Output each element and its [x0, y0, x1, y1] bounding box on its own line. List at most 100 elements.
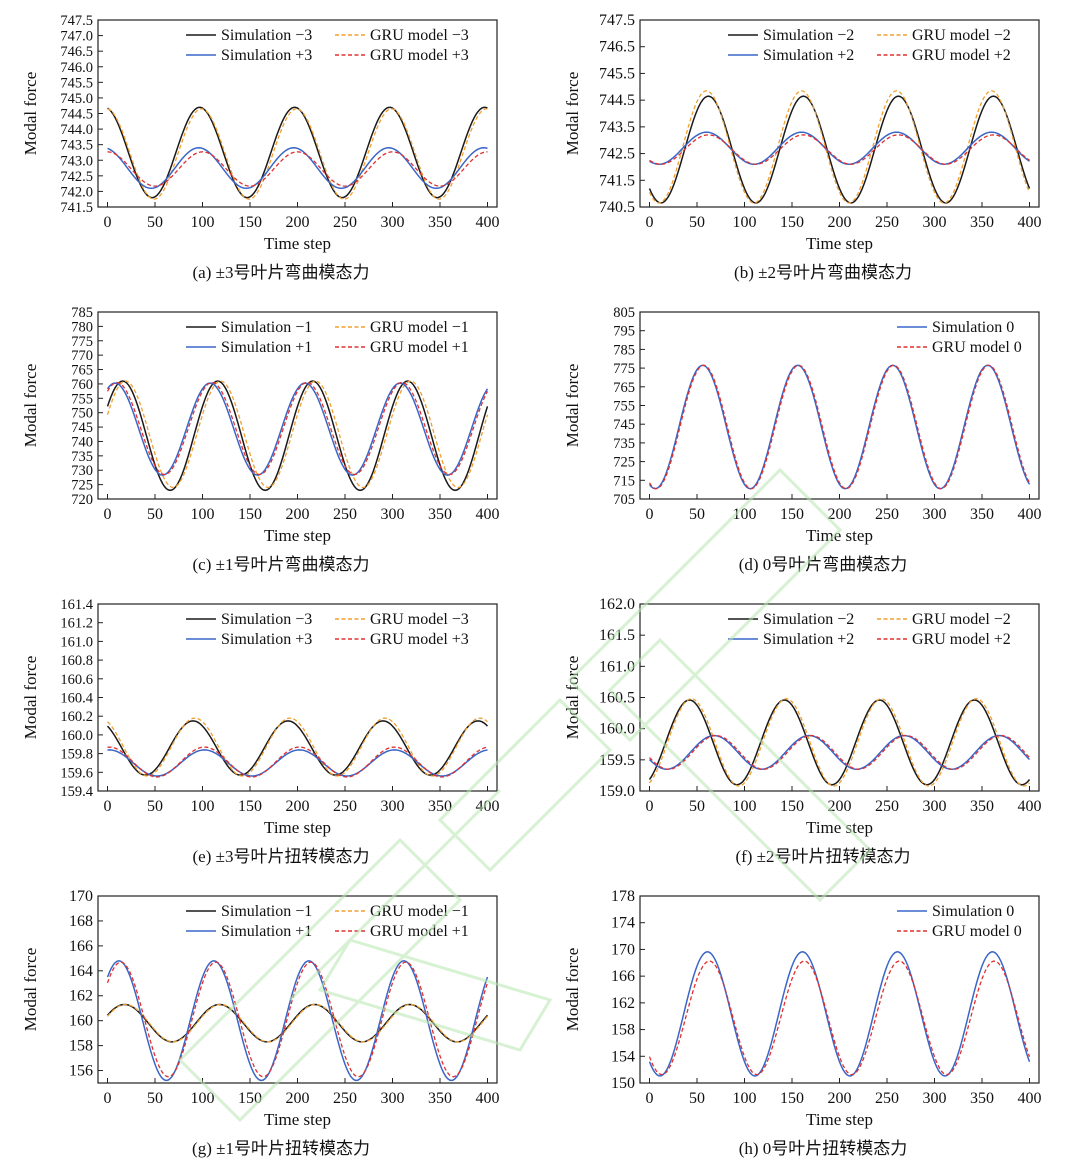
x-tick-label: 250	[875, 214, 899, 231]
legend-entry: GRU model 0	[932, 339, 1022, 356]
y-tick-label: 805	[613, 305, 635, 321]
x-axis-label: Time step	[264, 234, 331, 253]
x-tick-label: 250	[333, 214, 357, 231]
chart-panel-h: 0 50 100 150 200 250 300 350 400 150 154 158 162 166 1…	[542, 876, 1080, 1166]
legend-entry: GRU model +2	[912, 47, 1011, 64]
y-tick-label: 795	[613, 324, 635, 340]
y-tick-label: 746.0	[60, 60, 93, 76]
legend-entry: Simulation +3	[221, 631, 312, 648]
chart-panel-c: 0 50 100 150 200 250 300 350 400 720 725 730 735 740 7…	[0, 292, 538, 582]
chart-panel-a: 0 50 100 150 200 250 300 350 400 741.5 742.0 742.5 7…	[0, 0, 538, 290]
legend-entry: GRU model +3	[370, 631, 469, 648]
chart-panel-g: 0 50 100 150 200 250 300 350 400 156 158 160 162 164 1…	[0, 876, 538, 1166]
y-tick-label: 160	[69, 1013, 93, 1030]
y-tick-label: 170	[611, 941, 635, 958]
x-tick-label: 50	[147, 506, 163, 523]
y-tick-label: 160.6	[60, 672, 93, 688]
y-tick-label: 743.5	[60, 138, 93, 154]
y-axis-label: Modal force	[563, 948, 582, 1032]
series-line-0	[106, 380, 489, 492]
chart-panel-b: 0 50 100 150 200 250 300 350 400 740.5 741.5 742.5 7…	[542, 0, 1080, 290]
x-tick-label: 400	[476, 214, 500, 231]
series-line-2	[107, 147, 488, 190]
x-tick-label: 0	[104, 1090, 112, 1107]
legend-entry: Simulation +2	[763, 47, 854, 64]
y-tick-label: 765	[613, 380, 635, 396]
x-tick-label: 250	[875, 798, 899, 815]
chart-svg: 0 50 100 150 200 250 300 350 400 740.5 741.5 742.5 7…	[563, 12, 1042, 253]
y-tick-label: 161.5	[599, 627, 635, 644]
panel-caption: (c) ±1号叶片弯曲模态力	[192, 555, 370, 574]
y-tick-label: 715	[613, 473, 635, 489]
x-tick-label: 100	[191, 214, 215, 231]
x-tick-label: 300	[923, 506, 947, 523]
series-line-0	[648, 364, 1031, 490]
x-tick-label: 150	[780, 1090, 804, 1107]
y-tick-label: 720	[71, 492, 93, 508]
panel-caption: (a) ±3号叶片弯曲模态力	[192, 263, 370, 282]
y-tick-label: 158	[611, 1022, 635, 1039]
y-tick-label: 743.0	[60, 153, 93, 169]
y-tick-label: 159.0	[599, 783, 635, 800]
legend-entry: Simulation +1	[221, 339, 312, 356]
y-tick-label: 150	[611, 1075, 635, 1092]
legend-entry: GRU model −3	[370, 611, 469, 628]
x-tick-label: 200	[286, 798, 310, 815]
chart-svg: 0 50 100 150 200 250 300 350 400741.5742.0742.57…	[21, 13, 500, 253]
x-tick-label: 100	[191, 1090, 215, 1107]
series-line-1	[648, 90, 1031, 204]
x-tick-label: 300	[381, 506, 405, 523]
chart-svg: 0 50 100 150 200 250 300 350 400 156 158 160 162 164 1…	[21, 888, 500, 1129]
y-tick-label: 745.0	[60, 91, 93, 107]
series-line-2	[107, 749, 488, 777]
x-tick-label: 250	[333, 798, 357, 815]
legend-entry: GRU model +1	[370, 923, 469, 940]
y-tick-label: 747.5	[599, 12, 635, 29]
y-tick-label: 735	[613, 436, 635, 452]
y-axis-label: Modal force	[21, 948, 40, 1032]
y-tick-label: 178	[611, 888, 635, 905]
y-tick-label: 780	[71, 319, 93, 335]
y-axis-label: Modal force	[21, 364, 40, 448]
x-tick-label: 400	[1018, 1090, 1042, 1107]
y-tick-label: 755	[71, 391, 93, 407]
legend-entry: Simulation −3	[221, 27, 312, 44]
y-axis-label: Modal force	[563, 72, 582, 156]
y-tick-label: 744.5	[599, 92, 635, 109]
x-axis-label: Time step	[264, 1110, 331, 1129]
x-axis-label: Time step	[264, 818, 331, 837]
series-line-0	[648, 699, 1031, 786]
x-tick-label: 100	[191, 798, 215, 815]
legend-entry: Simulation +1	[221, 923, 312, 940]
y-tick-label: 159.4	[60, 784, 93, 800]
x-tick-label: 400	[476, 506, 500, 523]
y-tick-label: 162	[611, 995, 635, 1012]
y-tick-label: 725	[613, 455, 635, 471]
x-tick-label: 300	[923, 798, 947, 815]
y-tick-label: 162	[69, 988, 93, 1005]
x-tick-label: 300	[381, 214, 405, 231]
x-tick-label: 0	[104, 798, 112, 815]
y-axis-label: Modal force	[563, 364, 582, 448]
legend-entry: Simulation 0	[932, 903, 1014, 920]
legend-entry: GRU model −2	[912, 27, 1011, 44]
x-tick-label: 50	[147, 798, 163, 815]
y-tick-label: 744.5	[60, 107, 93, 123]
series-line-0	[648, 951, 1031, 1077]
y-tick-label: 730	[71, 463, 93, 479]
y-tick-label: 747.5	[60, 13, 93, 29]
y-tick-label: 156	[69, 1063, 93, 1080]
x-tick-label: 350	[428, 214, 452, 231]
legend-entry: GRU model +1	[370, 339, 469, 356]
legend-entry: GRU model 0	[932, 923, 1022, 940]
y-tick-label: 162.0	[599, 596, 635, 613]
y-tick-label: 745.5	[599, 65, 635, 82]
y-axis-label: Modal force	[21, 656, 40, 740]
y-tick-label: 775	[613, 361, 635, 377]
y-tick-label: 164	[69, 963, 93, 980]
series-line-1	[107, 717, 488, 777]
series-line-2	[649, 131, 1030, 166]
panel-caption: (h) 0号叶片扭转模态力	[738, 1139, 908, 1158]
chart-svg: 0 50 100 150 200 250 300 350 400 150 154 158 162 166 1…	[563, 888, 1042, 1129]
